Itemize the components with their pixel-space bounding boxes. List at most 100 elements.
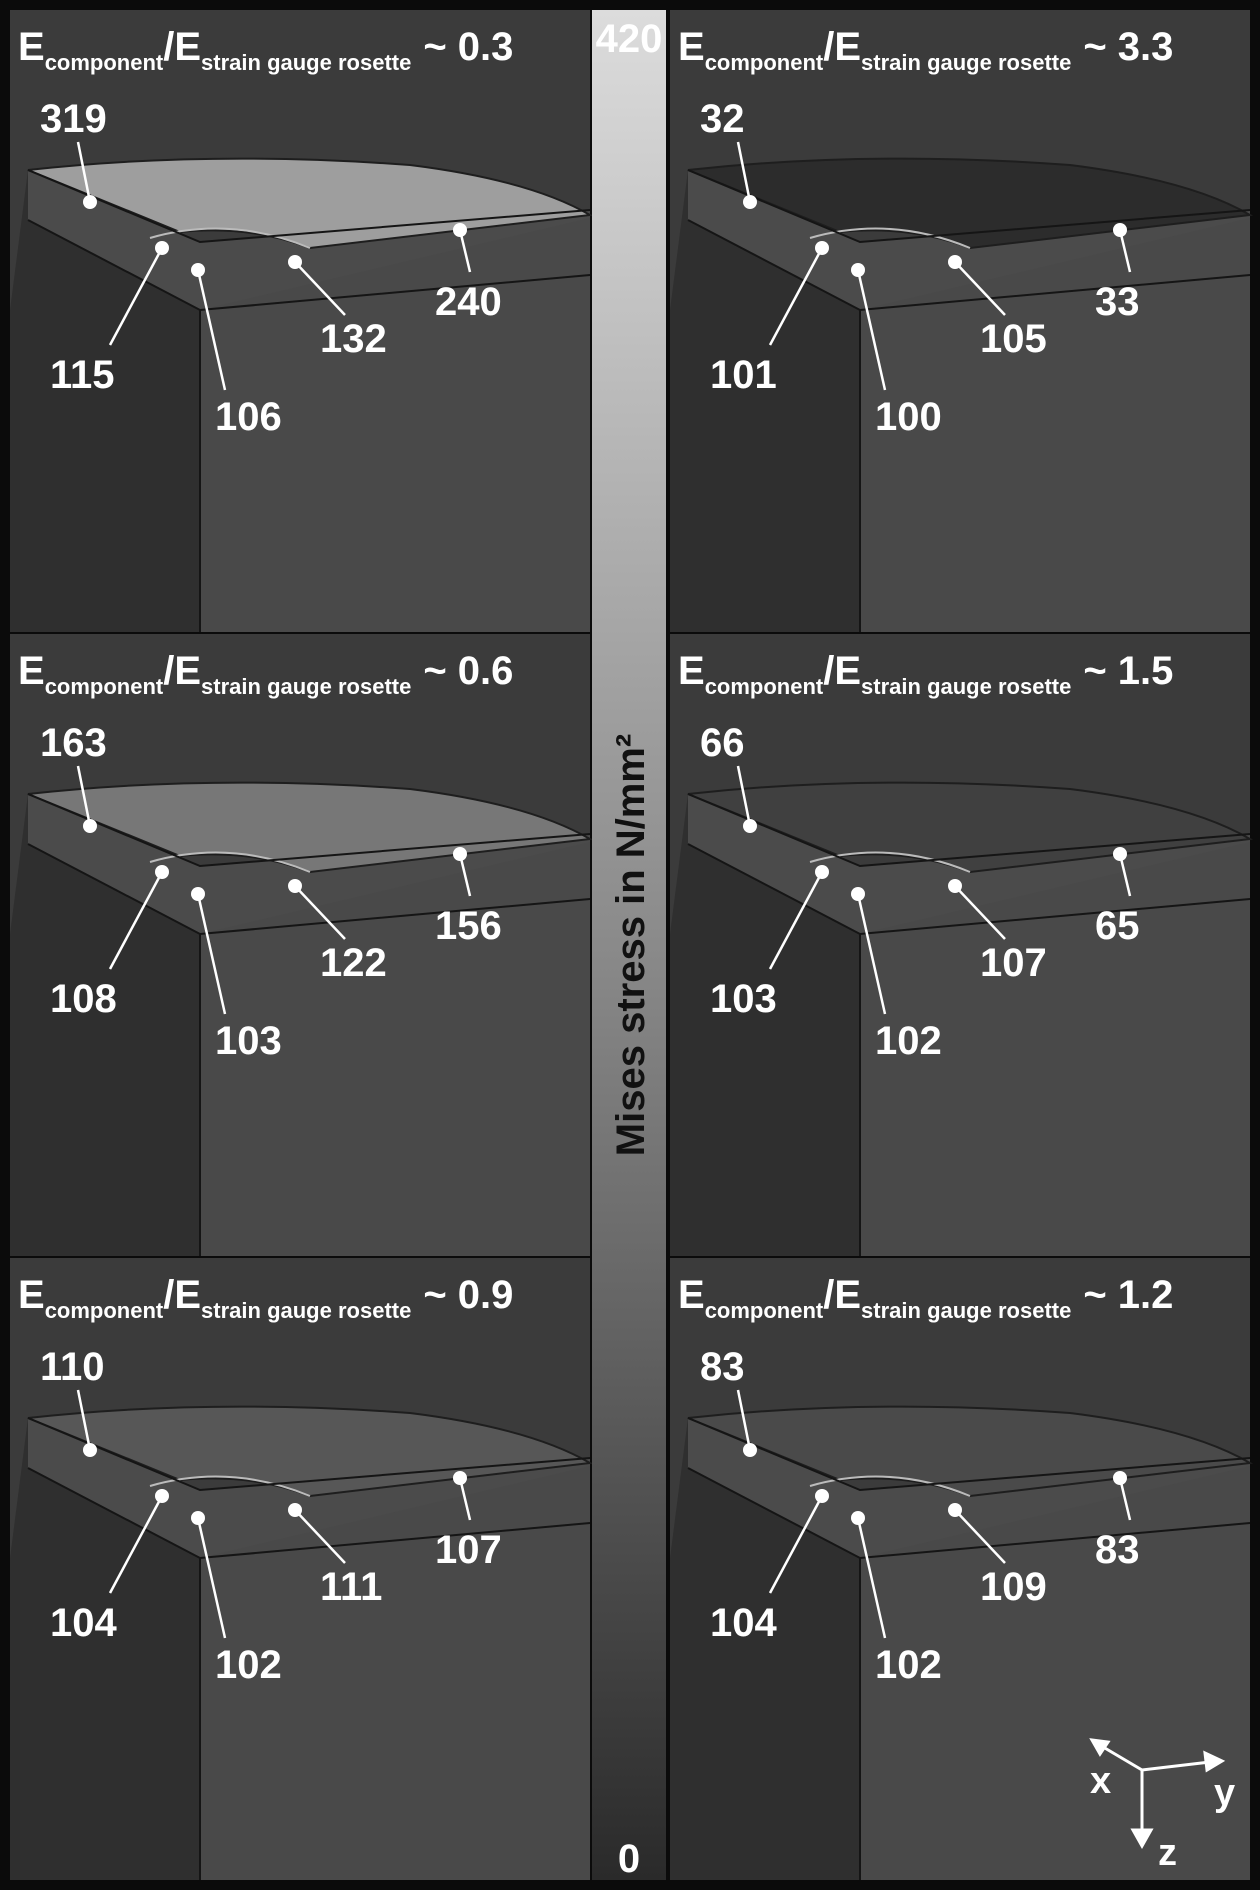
value-label-left-edge: 108 (50, 977, 117, 1021)
measurement-point (1113, 847, 1127, 861)
value-label-corner: 100 (875, 395, 942, 439)
callout-leader (1118, 1477, 1132, 1521)
value-label-inner: 122 (320, 941, 387, 985)
coordinate-axes (1089, 1738, 1226, 1850)
inner-ring-edge (809, 851, 971, 873)
panel-1: Ecomponent/Estrain gauge rosette ~ 0.3 319… (10, 10, 594, 632)
measurement-point (948, 879, 962, 893)
measurement-point (191, 1511, 205, 1525)
block-front-face (860, 1458, 1250, 1880)
panel-3: Ecomponent/Estrain gauge rosette ~ 0.6 163… (10, 634, 594, 1256)
measurement-point (288, 1503, 302, 1517)
value-label-inner: 107 (980, 941, 1047, 985)
block-front-face (860, 210, 1250, 632)
value-label-left-edge: 101 (710, 353, 777, 397)
callout-leader (768, 871, 824, 970)
callout-leader (196, 1517, 227, 1639)
measurement-point (948, 255, 962, 269)
y-axis-line (1141, 1760, 1211, 1772)
block-top-edge (27, 1417, 591, 1492)
panel-title: Ecomponent/Estrain gauge rosette ~ 1.2 (678, 1273, 1173, 1323)
block-top-edge (687, 793, 1251, 868)
callout-leader (736, 765, 752, 827)
panel-title: Ecomponent/Estrain gauge rosette ~ 0.3 (18, 25, 513, 75)
rosette-surface (687, 157, 1254, 250)
value-label-corner: 106 (215, 395, 282, 439)
callout-leader (294, 885, 346, 940)
callout-leader (294, 1509, 346, 1564)
callout-leader (856, 269, 887, 391)
callout-leader (196, 893, 227, 1015)
inner-ring-edge (809, 1475, 971, 1497)
callout-leader (76, 765, 92, 827)
inner-ring-edge (149, 227, 311, 249)
measurement-point (83, 1443, 97, 1457)
x-axis-label: x (1090, 1760, 1111, 1802)
value-label-inner: 111 (320, 1565, 382, 1609)
measurement-point (743, 819, 757, 833)
rosette-surface (27, 157, 594, 250)
value-label-left-edge: 104 (710, 1601, 777, 1645)
value-label-corner: 103 (215, 1019, 282, 1063)
measurement-point (743, 1443, 757, 1457)
colorbar: 420 0 Mises stress in N/mm² (592, 10, 666, 1881)
callout-leader (458, 229, 472, 273)
panel-title: Ecomponent/Estrain gauge rosette ~ 1.5 (678, 649, 1173, 699)
callout-leader (736, 141, 752, 203)
rosette-surface (687, 781, 1254, 874)
measurement-point (453, 223, 467, 237)
colorbar-min-label: 0 (618, 1837, 640, 1881)
measurement-point (155, 865, 169, 879)
rosette-surface (27, 1405, 594, 1498)
block-top-edge (27, 169, 591, 244)
value-label-top: 66 (700, 721, 745, 765)
measurement-point (851, 263, 865, 277)
callout-leader (196, 269, 227, 391)
panel-4: Ecomponent/Estrain gauge rosette ~ 1.5 66 1… (670, 634, 1254, 1256)
measurement-point (815, 241, 829, 255)
block-top-edge (687, 169, 1251, 244)
measurement-point (1113, 1471, 1127, 1485)
measurement-point (815, 865, 829, 879)
measurement-point (851, 1511, 865, 1525)
inner-ring-edge (809, 227, 971, 249)
callout-leader (954, 885, 1006, 940)
colorbar-gradient (592, 10, 666, 1880)
measurement-point (453, 847, 467, 861)
measurement-point (453, 1471, 467, 1485)
block-top-edge (687, 1417, 1251, 1492)
measurement-point (1113, 223, 1127, 237)
measurement-point (191, 887, 205, 901)
value-label-top: 83 (700, 1345, 745, 1389)
y-axis-label: y (1214, 1772, 1235, 1814)
value-label-left-edge: 115 (50, 353, 115, 397)
callout-leader (458, 1477, 472, 1521)
callout-leader (108, 1495, 164, 1594)
callout-leader (736, 1389, 752, 1451)
z-axis-label: z (1158, 1832, 1177, 1874)
value-label-corner: 102 (875, 1643, 942, 1687)
block-front-face (200, 834, 590, 1256)
measurement-point (83, 195, 97, 209)
value-label-right: 65 (1095, 904, 1140, 948)
callout-leader (954, 1509, 1006, 1564)
callout-leader (108, 871, 164, 970)
callout-leader (856, 1517, 887, 1639)
measurement-point (815, 1489, 829, 1503)
callout-leader (768, 1495, 824, 1594)
measurement-point (155, 241, 169, 255)
measurement-point (191, 263, 205, 277)
panel-title: Ecomponent/Estrain gauge rosette ~ 3.3 (678, 25, 1173, 75)
callout-leader (458, 853, 472, 897)
panel-5: Ecomponent/Estrain gauge rosette ~ 0.9 110… (10, 1258, 594, 1880)
callout-leader (76, 1389, 92, 1451)
callout-leader (76, 141, 92, 203)
value-label-inner: 109 (980, 1565, 1047, 1609)
callout-leader (856, 893, 887, 1015)
value-label-left-edge: 103 (710, 977, 777, 1021)
value-label-inner: 132 (320, 317, 387, 361)
value-label-corner: 102 (875, 1019, 942, 1063)
measurement-point (83, 819, 97, 833)
x-axis-arrow (1089, 1738, 1111, 1757)
